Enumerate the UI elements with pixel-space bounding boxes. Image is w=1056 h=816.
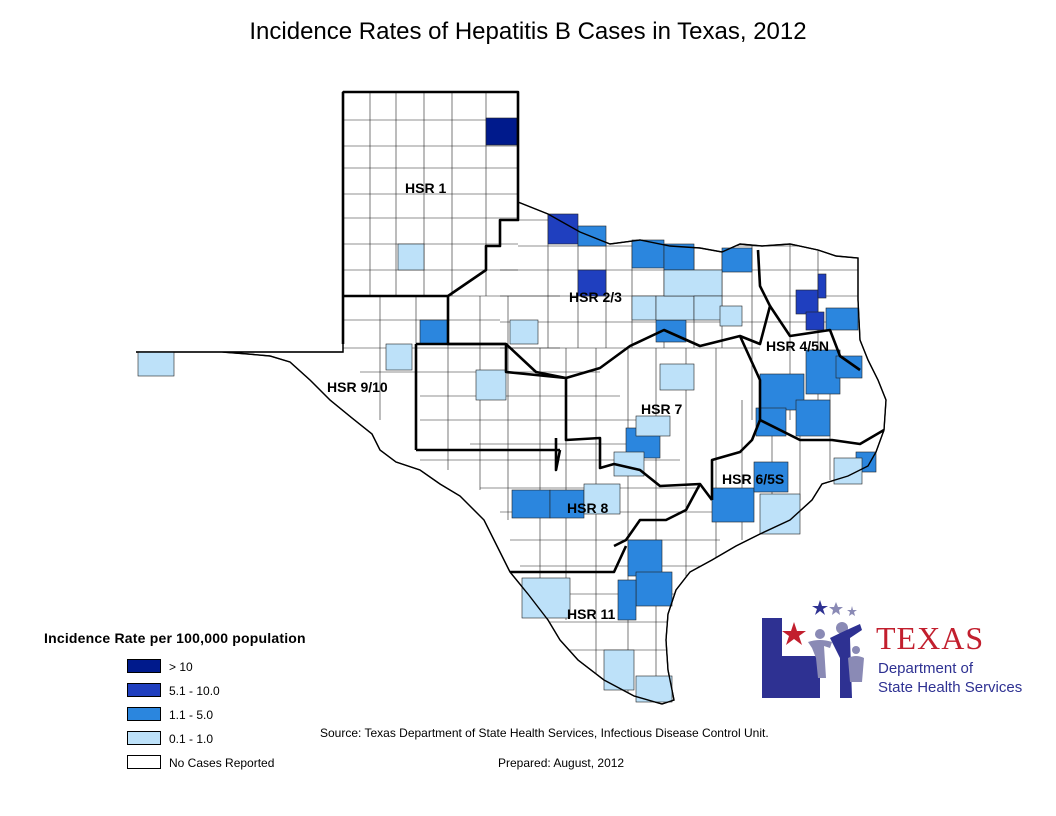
county-r0-1 <box>475 369 507 401</box>
legend-item-gt10: > 10 <box>127 659 404 683</box>
prepared-date: Prepared: August, 2012 <box>498 756 625 770</box>
region-label-hsr-11: HSR 11 <box>567 606 615 622</box>
county-r1-5 <box>795 399 831 437</box>
region-label-hsr-9-10: HSR 9/10 <box>327 379 388 395</box>
county-r0-1 <box>663 269 723 297</box>
legend-label: 0.1 - 1.0 <box>169 732 214 746</box>
county-r1-5 <box>663 243 695 271</box>
county-r0-1 <box>583 483 621 515</box>
county-r0-1 <box>759 493 801 535</box>
legend-swatch <box>127 659 161 673</box>
county-r1-5 <box>511 489 551 519</box>
hsr-labels: HSR 1 HSR 2/3 HSR 4/5N HSR 9/10 HSR 7 HS… <box>327 180 829 622</box>
county-r0-1 <box>137 351 175 377</box>
texas-border <box>136 91 887 705</box>
texas-flag-figures-icon <box>762 600 864 698</box>
county-r0-1 <box>397 243 425 271</box>
county-r0-1 <box>655 295 695 321</box>
county-r0-1 <box>635 415 671 437</box>
county-r0-1 <box>521 577 571 619</box>
legend-swatch <box>127 755 161 769</box>
region-label-hsr-7: HSR 7 <box>641 401 682 417</box>
county-r1-5 <box>711 487 755 523</box>
county-r0-1 <box>693 295 723 321</box>
legend-label: No Cases Reported <box>169 756 275 770</box>
county-r5-10 <box>795 289 819 315</box>
county-r1-5 <box>805 349 841 395</box>
county-r0-1 <box>659 363 695 391</box>
legend-item-5-10: 5.1 - 10.0 <box>127 683 404 707</box>
legend-swatch <box>127 683 161 697</box>
legend-item-1-5: 1.1 - 5.0 <box>127 707 404 731</box>
county-r1-5 <box>617 579 637 621</box>
county-r1-5 <box>577 225 607 247</box>
logo-line-2: State Health Services <box>878 679 1023 696</box>
county-r1-5 <box>721 247 753 273</box>
legend-swatch <box>127 707 161 721</box>
county-r0-1 <box>719 305 743 327</box>
county-r1-5 <box>419 319 449 345</box>
county-r1-5 <box>635 571 673 607</box>
legend-title: Incidence Rate per 100,000 population <box>44 630 306 646</box>
legend-label: > 10 <box>169 660 193 674</box>
county-r0-1 <box>631 295 657 321</box>
county-r1-5 <box>835 355 863 379</box>
legend-label: 5.1 - 10.0 <box>169 684 220 698</box>
source-note: Source: Texas Department of State Health… <box>320 726 769 740</box>
region-label-hsr-6-5s: HSR 6/5S <box>722 471 784 487</box>
county-r5-10 <box>577 269 607 297</box>
county-r1-5 <box>825 307 859 331</box>
region-label-hsr-8: HSR 8 <box>567 500 608 516</box>
hsr-boundaries <box>341 90 885 574</box>
county-r1-5 <box>627 539 663 577</box>
county-r1-5 <box>631 239 665 269</box>
county-r0-1 <box>509 319 539 345</box>
county-r5-10 <box>805 311 825 331</box>
county-r1-5 <box>753 461 789 493</box>
legend-item-0-1: 0.1 - 1.0 <box>127 731 404 755</box>
dshs-logo: TEXAS Department of State Health Service… <box>760 598 1030 702</box>
region-label-hsr-1: HSR 1 <box>405 180 446 196</box>
logo-line-1: Department of <box>878 660 974 677</box>
map-title: Incidence Rates of Hepatitis B Cases in … <box>249 18 807 45</box>
region-label-hsr-2-3: HSR 2/3 <box>569 289 622 305</box>
region-label-hsr-4-5n: HSR 4/5N <box>766 338 829 354</box>
county-r0-1 <box>603 649 635 691</box>
county-r5-10 <box>817 273 827 299</box>
legend-item-none: No Cases Reported <box>127 755 404 779</box>
county-r1-5 <box>549 489 585 519</box>
county-r5-10 <box>547 213 579 245</box>
county-gt10 <box>485 117 518 146</box>
legend: Incidence Rate per 100,000 population > … <box>44 630 404 779</box>
legend-label: 1.1 - 5.0 <box>169 708 214 722</box>
county-r0-1 <box>385 343 413 371</box>
legend-swatch <box>127 731 161 745</box>
logo-texas-text: TEXAS <box>876 620 985 656</box>
